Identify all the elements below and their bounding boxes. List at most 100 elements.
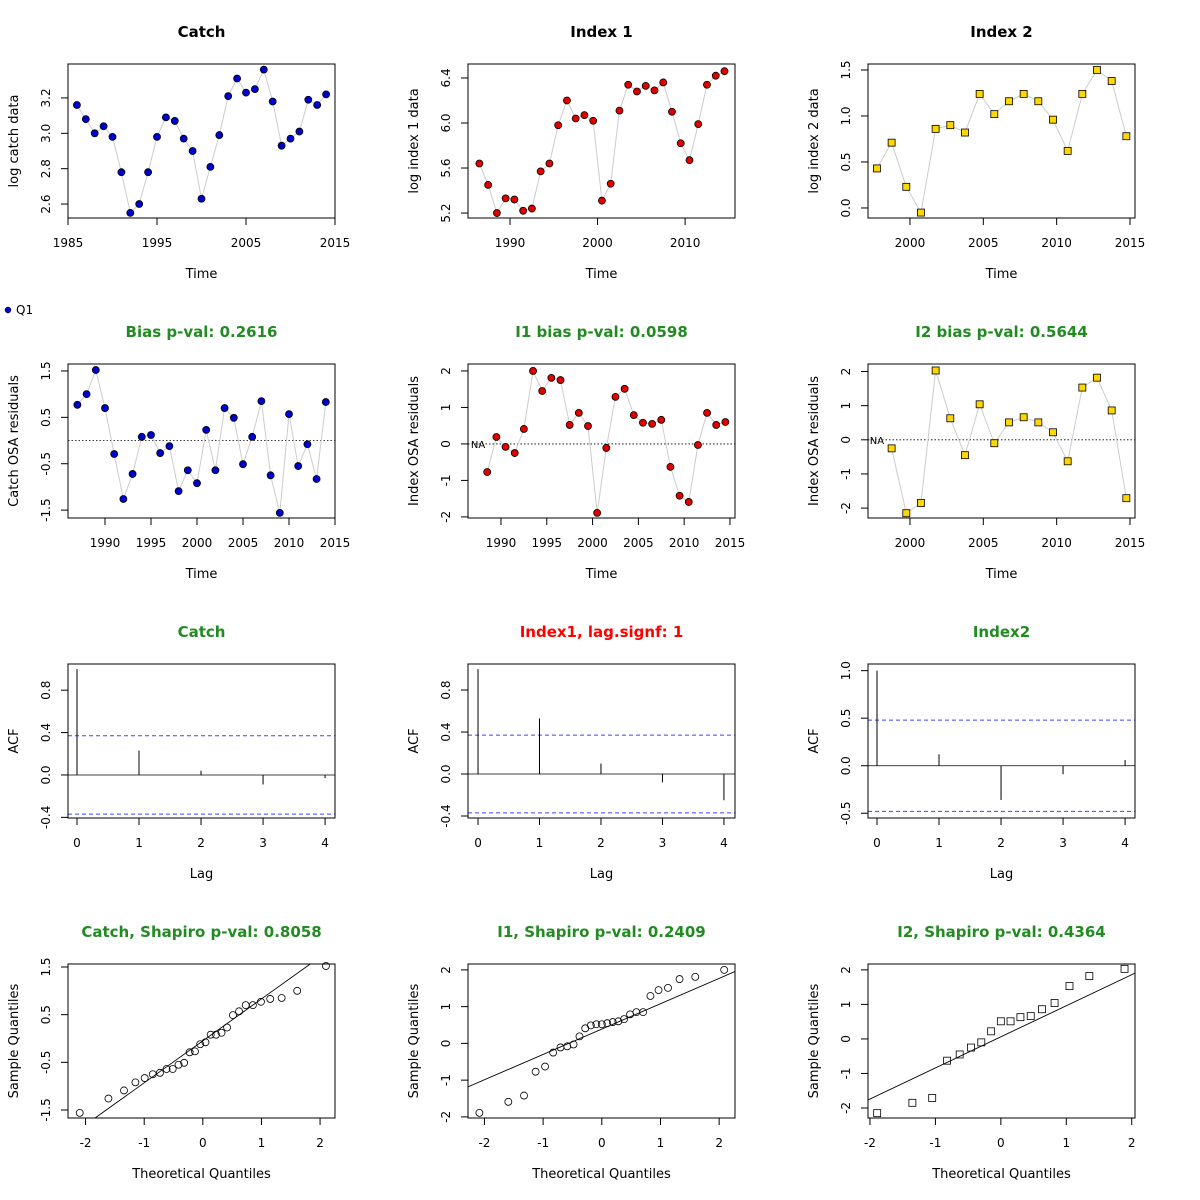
panel: I1 bias p-val: 0.0598 Time Index OSA resid… (407, 323, 745, 582)
qq-point (104, 1094, 113, 1103)
x-axis-label: Time (985, 267, 1018, 282)
panel-title: Catch (178, 623, 226, 641)
y-tick-label: 1.0 (839, 661, 853, 680)
data-point (565, 421, 574, 429)
x-tick-label: 2000 (182, 536, 213, 550)
y-tick-label: -1 (439, 474, 453, 486)
data-point (257, 397, 266, 406)
data-point (1122, 494, 1131, 503)
x-tick-label: 2015 (1115, 236, 1146, 250)
x-tick-label: 1995 (531, 536, 562, 550)
qq-point (955, 1050, 964, 1059)
qq-point (996, 1017, 1005, 1026)
data-point (712, 421, 721, 429)
data-point (233, 74, 242, 83)
panel: Index1, lag.signf: 1 Lag ACF 0 1 2 3 4 -0.4 0.0 0.… (407, 623, 736, 882)
y-tick-label: 2 (439, 367, 453, 375)
y-tick-label: 6.0 (439, 113, 453, 132)
x-tick-label: 0 (598, 1136, 606, 1150)
panel-title: I1 bias p-val: 0.0598 (515, 323, 688, 341)
qq-point (248, 1001, 257, 1010)
plot-box (867, 963, 1136, 1119)
y-tick-label: -0.5 (839, 802, 853, 825)
data-point (675, 491, 684, 500)
x-tick-label: -2 (80, 1136, 92, 1150)
qq-point (201, 1038, 210, 1047)
x-axis-label: Time (585, 267, 618, 282)
y-tick-label: 5.2 (439, 203, 453, 222)
y-tick-label: 1 (839, 1001, 853, 1009)
x-tick-label: 2015 (320, 236, 351, 250)
data-point (1005, 418, 1013, 427)
x-tick-label: 1 (935, 836, 943, 850)
data-point (975, 89, 984, 98)
x-tick-label: 2000 (895, 236, 926, 250)
plot-box (467, 963, 736, 1119)
x-axis-label: Lag (590, 867, 613, 882)
x-tick-label: 2005 (231, 236, 262, 250)
y-axis-label: ACF (807, 728, 822, 753)
y-tick-label: 2.6 (39, 194, 53, 213)
data-point (322, 90, 331, 99)
plot-area (468, 669, 735, 814)
qq-point (541, 1062, 549, 1071)
y-tick-label: 5.6 (439, 158, 453, 177)
data-point (153, 132, 161, 141)
qq-point (277, 994, 286, 1002)
y-tick-label: 0.5 (39, 1005, 53, 1024)
series-line (876, 69, 1127, 215)
data-point (483, 468, 492, 476)
data-point (961, 128, 969, 137)
data-point (475, 159, 484, 168)
qq-point (293, 986, 302, 995)
data-point (295, 127, 304, 136)
qq-point (148, 1070, 157, 1079)
y-tick-label: -0.4 (39, 806, 53, 829)
qq-point (531, 1067, 540, 1076)
data-point (598, 196, 606, 205)
x-tick-label: 1995 (142, 236, 173, 250)
data-point (250, 85, 259, 94)
data-point (99, 122, 108, 131)
plot-box (867, 663, 1136, 819)
y-tick-label: -1 (439, 1074, 453, 1086)
data-point (694, 120, 703, 129)
data-point (285, 410, 293, 418)
x-tick-label: 2000 (582, 236, 613, 250)
x-tick-label: 2010 (669, 536, 700, 550)
data-point (215, 131, 224, 139)
data-point (224, 92, 233, 101)
y-tick-label: 0 (839, 1035, 853, 1043)
x-tick-label: 2005 (623, 536, 654, 550)
panel: Catch Lag ACF 0 1 2 3 4 -0.4 0.0 0.4 0.8 (7, 623, 336, 882)
y-tick-label: -1.5 (39, 498, 53, 521)
y-tick-label: 1.5 (39, 957, 53, 976)
data-point (1078, 89, 1087, 98)
y-tick-label: -2 (839, 1102, 853, 1114)
data-point (202, 425, 211, 434)
x-tick-label: 2010 (670, 236, 701, 250)
panel-title: Index2 (973, 623, 1030, 641)
data-point (629, 411, 638, 419)
x-tick-label: 3 (259, 836, 267, 850)
qq-point (235, 1007, 244, 1016)
y-tick-label: -2 (439, 511, 453, 523)
qq-point (1038, 1005, 1046, 1014)
data-point (1093, 373, 1101, 382)
data-point (170, 117, 179, 125)
x-tick-label: -1 (537, 1136, 549, 1150)
qq-point (592, 1020, 601, 1029)
data-point (1107, 77, 1116, 85)
data-point (286, 134, 295, 143)
x-tick-label: -1 (138, 1136, 150, 1150)
x-tick-label: 1990 (486, 536, 517, 550)
x-tick-label: 2 (997, 836, 1005, 850)
x-tick-label: 1 (135, 836, 143, 850)
data-point (117, 168, 126, 177)
panel: Catch, Shapiro p-val: 0.8058 Theoretical … (7, 923, 336, 1182)
data-point (593, 508, 602, 517)
qq-point (620, 1015, 628, 1024)
qq-point (75, 1108, 84, 1117)
plot-area (468, 971, 735, 1088)
qq-point (223, 1023, 231, 1032)
